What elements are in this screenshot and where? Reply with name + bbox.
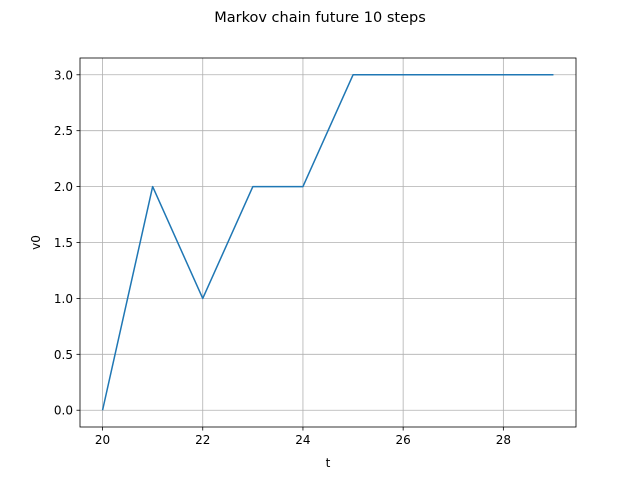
x-tick-label: 20 (95, 433, 110, 447)
chart-title: Markov chain future 10 steps (214, 10, 426, 26)
y-tick-label: 3.0 (54, 68, 73, 82)
x-tick-label: 24 (295, 433, 310, 447)
y-tick-label: 2.5 (54, 124, 73, 138)
y-axis-ticks: 0.0 0.5 1.0 1.5 2.0 2.5 3.0 (54, 68, 80, 418)
series-layer (101, 74, 554, 411)
y-tick-label: 1.0 (54, 292, 73, 306)
grid (80, 58, 576, 427)
y-tick-label: 1.5 (54, 236, 73, 250)
x-tick-label: 28 (496, 433, 511, 447)
y-tick-label: 0.5 (54, 348, 73, 362)
y-tick-label: 2.0 (54, 180, 73, 194)
y-tick-label: 0.0 (54, 404, 73, 418)
series-line (101, 74, 554, 411)
x-tick-label: 22 (195, 433, 210, 447)
x-tick-label: 26 (396, 433, 411, 447)
x-axis-ticks: 20 22 24 26 28 (95, 427, 511, 447)
x-axis-label: t (326, 456, 331, 470)
y-axis-label: v0 (29, 235, 43, 250)
